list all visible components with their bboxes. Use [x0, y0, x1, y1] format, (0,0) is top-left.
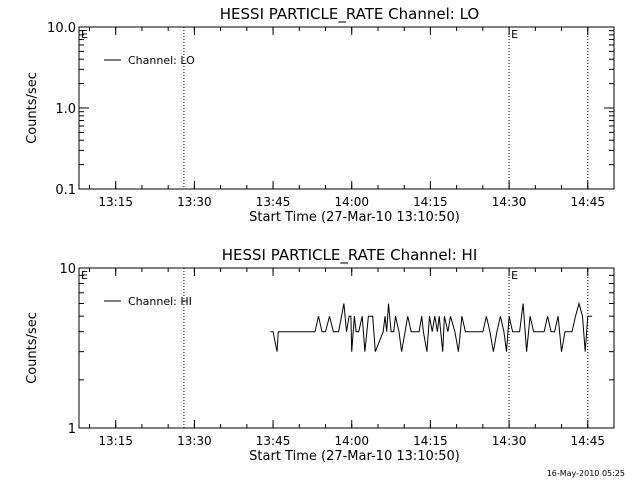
y-tick-label: 0.1	[55, 183, 76, 198]
x-tick-label: 14:15	[413, 434, 448, 448]
y-tick-label: 1	[68, 422, 76, 437]
legend-label: Channel: LO	[128, 54, 195, 67]
y-tick-label: 10	[59, 262, 76, 277]
x-tick-label: 13:15	[98, 195, 133, 209]
edge-marker-label: E	[81, 269, 88, 282]
x-tick-label: 13:45	[256, 434, 291, 448]
x-tick-label: 14:15	[413, 195, 448, 209]
x-tick-label: 14:30	[492, 195, 527, 209]
x-axis-label: Start Time (27-Mar-10 13:10:50)	[249, 210, 460, 225]
x-axis-label: Start Time (27-Mar-10 13:10:50)	[249, 449, 460, 464]
x-tick-label: 13:15	[98, 434, 133, 448]
event-marker-label: E	[511, 269, 518, 282]
plot-frame	[78, 26, 615, 190]
x-tick-label: 13:30	[177, 434, 212, 448]
y-axis-label: Counts/sec	[25, 312, 40, 384]
panel-hi: HESSI PARTICLE_RATE Channel: HI 13:15 13:3…	[25, 246, 615, 464]
chart-title: HESSI PARTICLE_RATE Channel: HI	[222, 246, 478, 265]
legend-label: Channel: HI	[128, 295, 192, 308]
x-tick-label: 14:45	[570, 195, 605, 209]
x-tick-label: 14:00	[334, 195, 369, 209]
x-tick-label: 14:30	[492, 434, 527, 448]
y-tick-label: 1.0	[55, 102, 76, 117]
x-tick-label: 13:45	[256, 195, 291, 209]
event-marker-label: E	[511, 28, 518, 41]
x-tick-label: 13:30	[177, 195, 212, 209]
y-axis-label: Counts/sec	[25, 72, 40, 144]
series-line	[270, 301, 593, 352]
plot-frame	[78, 267, 615, 429]
y-tick-label: 10.0	[47, 21, 76, 36]
x-tick-label: 14:00	[334, 434, 369, 448]
footer-date-stamp: 16-May-2010 05:25	[547, 469, 625, 478]
panel-lo: HESSI PARTICLE_RATE Channel: LO 13:15 13:3…	[25, 5, 615, 225]
chart-title: HESSI PARTICLE_RATE Channel: LO	[220, 5, 479, 24]
x-tick-label: 14:45	[570, 434, 605, 448]
edge-marker-label: E	[81, 28, 88, 41]
